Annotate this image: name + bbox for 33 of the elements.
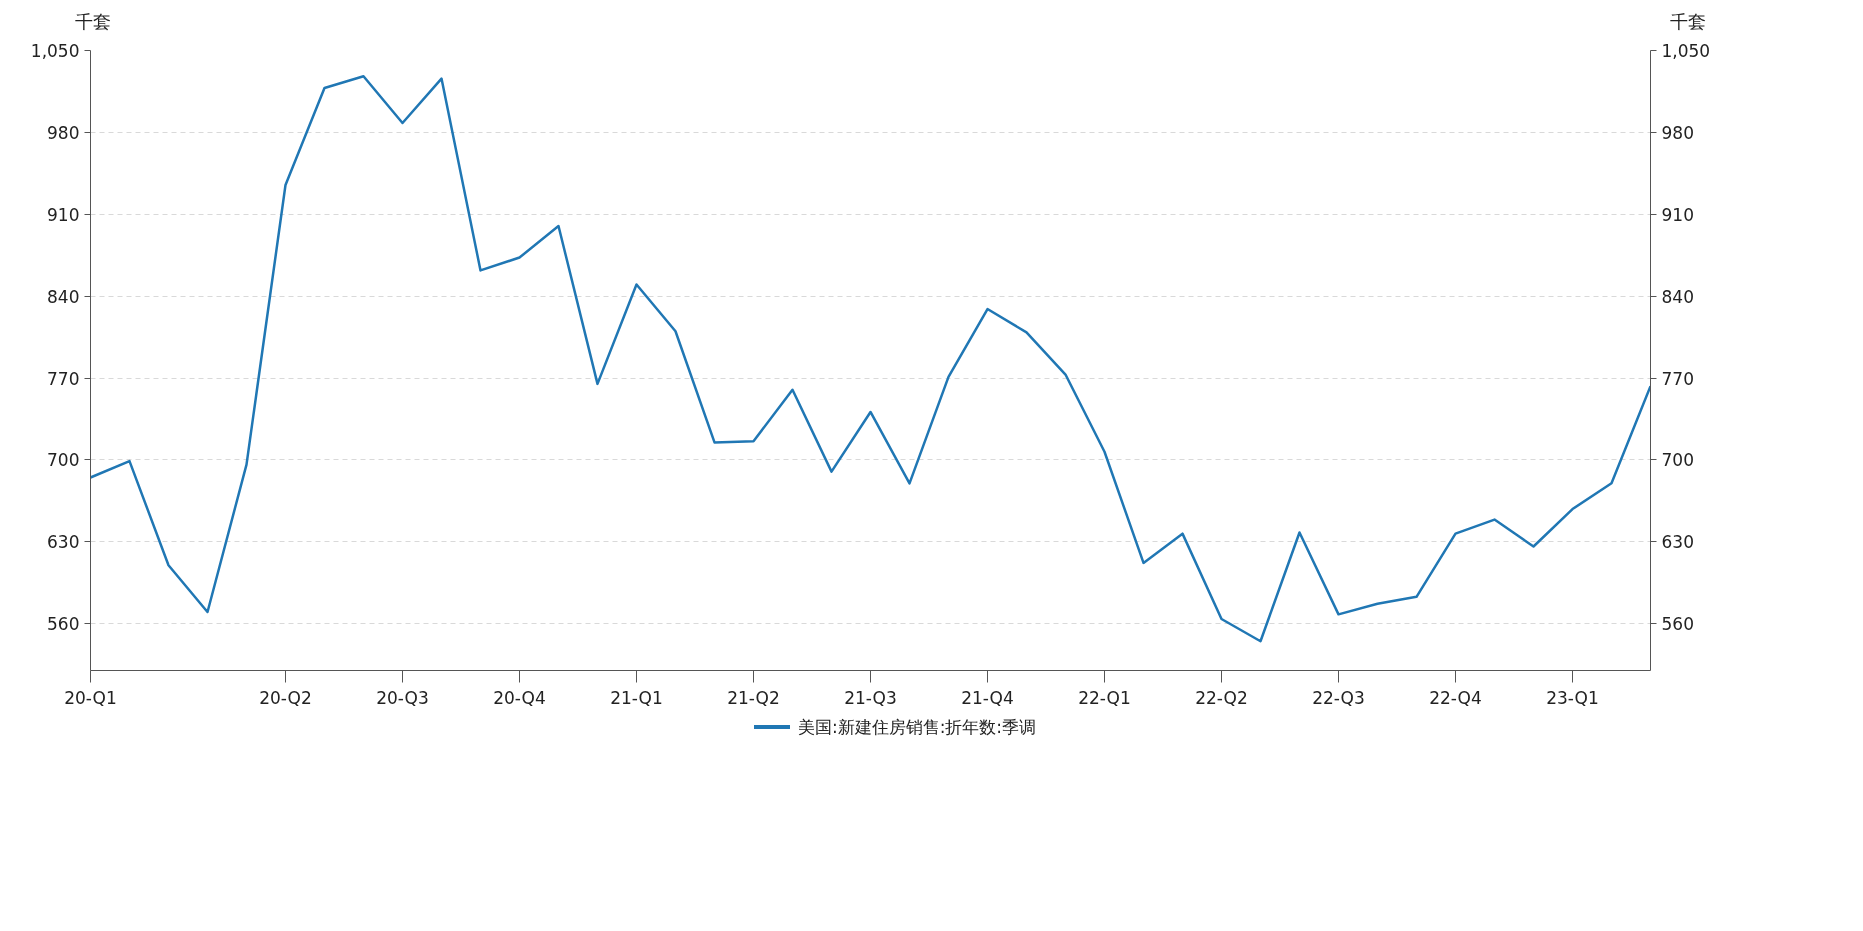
x-tick-label: 22-Q1 [1078,687,1131,708]
x-tick-label: 21-Q4 [961,687,1014,708]
y2-tick-label: 910 [1661,204,1694,225]
x-tick-label: 20-Q1 [64,687,117,708]
y2-tick-label: 770 [1661,368,1694,389]
x-tick-label: 22-Q3 [1312,687,1365,708]
legend-label: 美国:新建住房销售:折年数:季调 [797,717,1037,737]
x-tick-label: 21-Q1 [610,687,663,708]
y2-tick-label: 560 [1661,614,1694,635]
y2-tick-label: 700 [1661,450,1694,471]
y2-tick-label: 840 [1661,286,1694,307]
y-tick-label: 560 [47,614,80,635]
y-tick-label: 630 [47,532,80,553]
x-tick-label: 23-Q1 [1546,687,1599,708]
y-tick-label: 770 [47,368,80,389]
y-tick-label: 980 [47,122,80,143]
y2-tick-label: 630 [1661,532,1694,553]
y-axis-title: 千套 [75,10,111,34]
y-tick-label: 910 [47,204,80,225]
y-tick-label: 840 [47,286,80,307]
x-tick-label: 20-Q4 [493,687,546,708]
x-tick-label: 20-Q3 [376,687,429,708]
x-tick-label: 21-Q3 [844,687,897,708]
x-tick-label: 22-Q2 [1195,687,1248,708]
y-tick-label: 700 [47,450,80,471]
x-tick-label: 20-Q2 [259,687,312,708]
y-tick-label: 1,050 [30,41,80,61]
y2-axis-title: 千套 [1670,10,1706,34]
x-tick-label: 21-Q2 [727,687,780,708]
line-series [90,74,1651,643]
y2-tick-label: 1,050 [1661,41,1711,61]
y2-tick-label: 980 [1661,122,1694,143]
x-tick-label: 22-Q4 [1429,687,1482,708]
